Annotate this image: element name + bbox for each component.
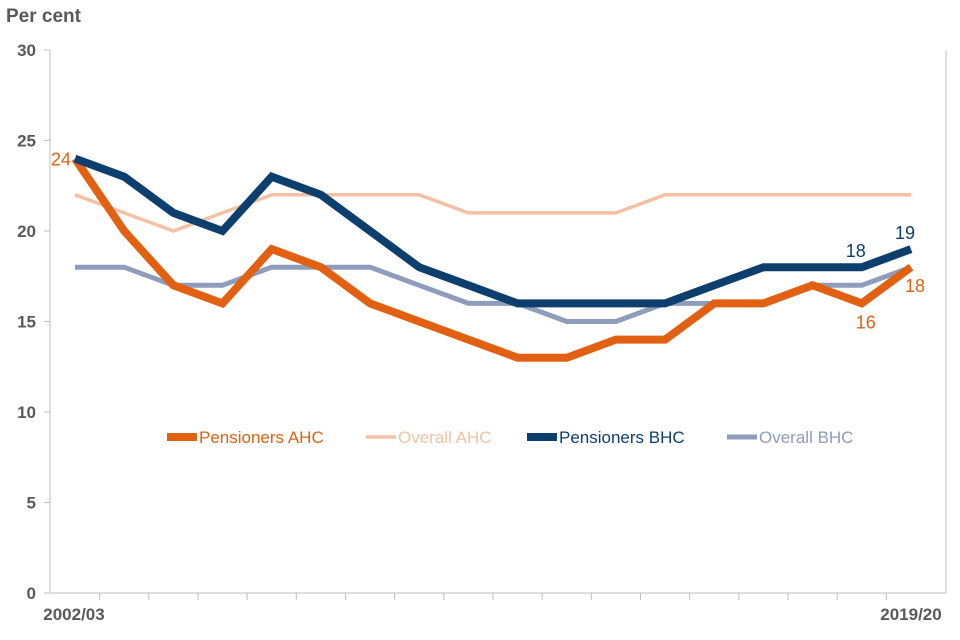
legend: Pensioners AHC Overall AHC Pensioners BHC O… [167,428,853,447]
x-tick-label-first: 2002/03 [43,605,104,624]
data-label: 19 [895,223,915,243]
series-layer [71,154,914,362]
y-tick-label: 0 [27,584,36,603]
axes: 0 5 10 15 20 25 30 2002/03 2019/20 [17,41,947,624]
y-tick-label: 10 [17,403,36,422]
legend-label-pensioners-ahc: Pensioners AHC [199,428,324,447]
data-label: 18 [905,276,925,296]
data-label: 18 [846,241,866,261]
y-tick-label: 25 [17,132,36,151]
series-line-pensioners-ahc [71,156,914,362]
series-line-overall-ahc [74,193,911,233]
data-label: 24 [51,150,71,170]
data-label: 16 [856,312,876,332]
series-line-pensioners-bhc [73,154,913,308]
y-tick-label: 30 [17,41,36,60]
legend-label-overall-bhc: Overall BHC [759,428,853,447]
legend-label-overall-ahc: Overall AHC [398,428,492,447]
y-tick-label: 15 [17,313,36,332]
y-axis-unit-label: Per cent [6,6,82,27]
y-tick-label: 20 [17,222,36,241]
data-labels: 24 18 19 16 18 [51,150,925,333]
legend-label-pensioners-bhc: Pensioners BHC [559,428,685,447]
y-tick-label: 5 [27,494,36,513]
x-tick-label-last: 2019/20 [880,605,941,624]
